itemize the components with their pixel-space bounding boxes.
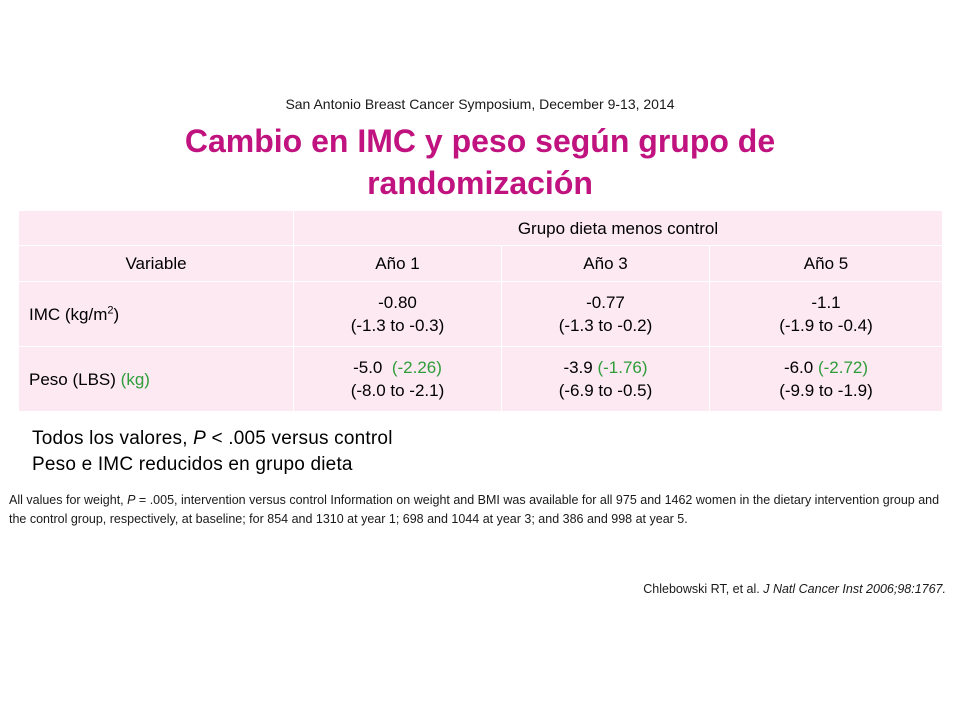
cell-peso-ano-3: -3.9 (-1.76) (-6.9 to -0.5) [501,346,710,412]
empty-corner-cell [18,210,294,246]
cell-imc-ano-3: -0.77 (-1.3 to -0.2) [501,281,710,347]
column-header-ano-5: Año 5 [709,245,943,282]
citation: Chlebowski RT, et al. J Natl Cancer Inst… [643,582,946,596]
table-row-peso: Peso (LBS) (kg) -5.0 (-2.26) (-8.0 to -2.… [18,346,943,412]
footnote: All values for weight, P = .005, interve… [9,493,943,526]
row-label-peso: Peso (LBS) (kg) [18,346,294,412]
cell-imc-ano-5: -1.1 (-1.9 to -0.4) [709,281,943,347]
table-group-row: Grupo dieta menos control [18,210,943,246]
column-header-ano-3: Año 3 [501,245,710,282]
table-header-row: Variable Año 1 Año 3 Año 5 [18,245,943,282]
cell-peso-ano-1: -5.0 (-2.26) (-8.0 to -2.1) [293,346,502,412]
row-label-imc: IMC (kg/m2) [18,281,294,347]
results-table: Grupo dieta menos control Variable Año 1… [18,210,943,412]
slide-title: Cambio en IMC y peso según grupo de rand… [184,123,776,201]
summary-notes: Todos los valores, P < .005 versus contr… [32,426,393,478]
group-header-cell: Grupo dieta menos control [293,210,943,246]
cell-imc-ano-1: -0.80 (-1.3 to -0.3) [293,281,502,347]
column-header-variable: Variable [18,245,294,282]
conference-header: San Antonio Breast Cancer Symposium, Dec… [285,96,675,112]
summary-line-reduction: Peso e IMC reducidos en grupo dieta [32,454,353,475]
summary-line-significance: Todos los valores, P < .005 versus contr… [32,428,393,449]
cell-peso-ano-5: -6.0 (-2.72) (-9.9 to -1.9) [709,346,943,412]
column-header-ano-1: Año 1 [293,245,502,282]
table-row-imc: IMC (kg/m2) -0.80 (-1.3 to -0.3) -0.77 (-1… [18,281,943,347]
